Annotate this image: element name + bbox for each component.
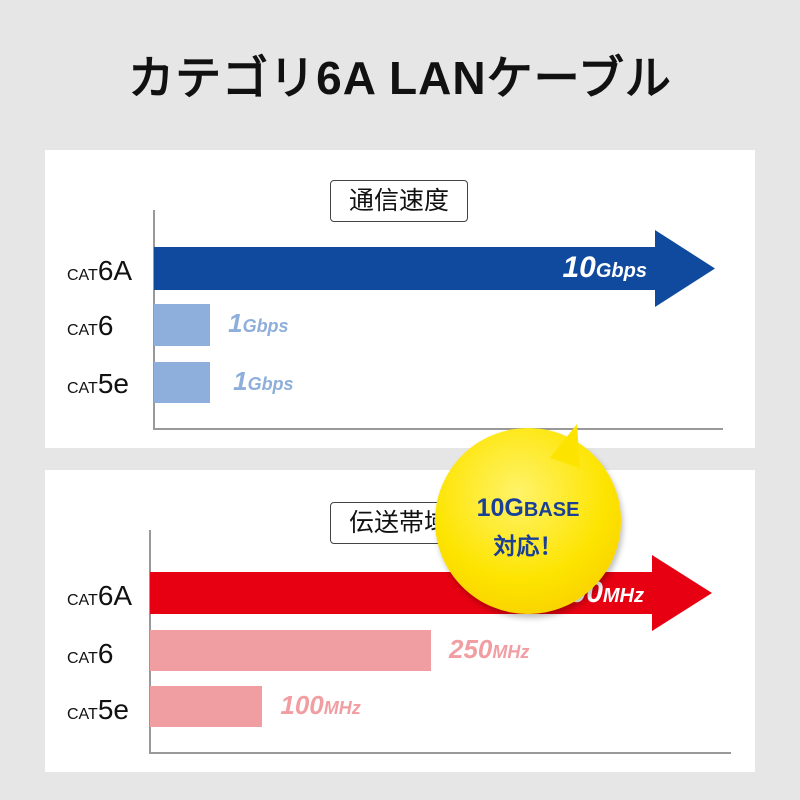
bar [154, 230, 715, 307]
category-label: CAT6 [67, 638, 113, 670]
x-axis [153, 428, 723, 430]
category-label: CAT6A [67, 580, 132, 612]
category-suffix: 6 [97, 310, 114, 341]
bar [154, 304, 211, 346]
category-prefix: CAT [67, 267, 98, 284]
category-suffix: 6 [97, 638, 114, 669]
bar [150, 686, 263, 727]
data-label: 100MHz [280, 690, 361, 720]
bar [154, 362, 211, 403]
callout-num: 10G [476, 494, 524, 522]
category-prefix: CAT [67, 322, 98, 339]
category-suffix: 6A [97, 580, 133, 611]
data-label: 1Gbps [233, 366, 294, 396]
category-label: CAT6A [67, 255, 132, 287]
callout-tail [550, 424, 580, 468]
data-label: 250MHz [449, 634, 530, 664]
category-label: CAT5e [67, 694, 129, 726]
bandwidth-chart-panel: 伝送帯域 CAT6A500MHzCAT6250MHzCAT5e100MHz [45, 470, 755, 772]
category-label: CAT6 [67, 310, 113, 342]
chart-title: 通信速度 [330, 180, 468, 222]
callout-text: BASE [523, 499, 580, 521]
bar [150, 630, 431, 671]
page-title: カテゴリ6A LANケーブル [128, 52, 672, 104]
category-prefix: CAT [67, 380, 98, 397]
category-prefix: CAT [67, 706, 98, 723]
callout-support: 対応！ [493, 533, 563, 559]
speed-chart-panel: 通信速度 10GBASE 対応！ CAT6A 10Gbps CAT6 1Gbps CAT… [45, 150, 755, 614]
x-axis [149, 752, 731, 754]
10gbase-callout: 10GBASE 対応！ [435, 424, 621, 614]
category-prefix: CAT [67, 592, 98, 609]
data-label: 1Gbps [228, 308, 289, 338]
bar-arrow [154, 230, 715, 307]
category-suffix: 6A [97, 255, 133, 286]
category-suffix: 5e [97, 368, 129, 399]
data-label: 10Gbps [562, 251, 648, 284]
category-prefix: CAT [67, 650, 98, 667]
category-suffix: 5e [97, 694, 129, 725]
category-label: CAT5e [67, 368, 129, 400]
